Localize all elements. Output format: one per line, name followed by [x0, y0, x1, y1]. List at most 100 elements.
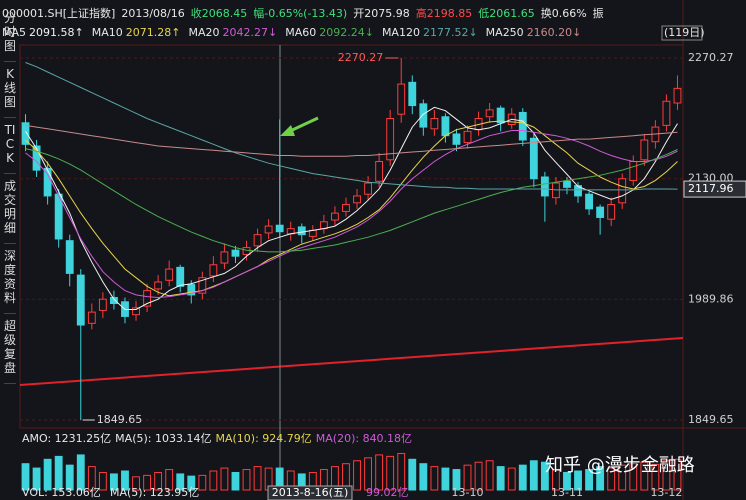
volume-bar	[673, 458, 682, 491]
legend-name: MA60	[285, 26, 316, 39]
candle-body	[419, 103, 428, 128]
volume-bar	[154, 471, 163, 491]
volume-bar	[441, 467, 450, 491]
volume-bar	[629, 463, 638, 491]
candle-body	[408, 81, 417, 107]
volume-bar	[474, 461, 483, 491]
volume-bar	[165, 469, 174, 491]
info-text: 000001.SH[上证指数]	[2, 6, 115, 20]
volume-bar	[607, 467, 616, 491]
candle-body	[452, 133, 461, 145]
ma-line	[25, 148, 678, 253]
candle-body	[330, 212, 339, 221]
volume-bar	[353, 460, 361, 491]
candle-body	[441, 116, 450, 137]
volume-bar	[121, 470, 129, 491]
candle-body	[32, 145, 41, 171]
volume-bar	[507, 467, 516, 491]
legend-value: 2091.58↑	[29, 26, 84, 39]
candle-body	[109, 296, 118, 305]
legend-name: MA120	[382, 26, 420, 39]
volume-bar	[54, 455, 63, 491]
candle-body	[485, 109, 494, 118]
info-text: AMO: 1231.25亿	[22, 432, 111, 445]
side-menu: 分时图 K线图 TICK 成交明细 深度资料 超级复盘	[0, 6, 20, 384]
candle-body	[607, 204, 616, 220]
legend-value: 2071.28↑	[126, 26, 181, 39]
candle-body	[76, 274, 85, 326]
volume-bar	[198, 474, 207, 491]
x-tick-label: 13-11	[551, 486, 583, 499]
volume-bar	[518, 464, 527, 491]
menu-item[interactable]: 深度资料	[4, 244, 16, 314]
volume-bar	[408, 458, 417, 491]
volume-bar	[496, 466, 505, 491]
x-tick-label: 13-10	[452, 486, 484, 499]
period: (119日)	[664, 26, 705, 39]
price-marker-box	[683, 180, 746, 198]
volume-bar	[220, 467, 229, 491]
info-text: 高2198.85	[416, 6, 473, 20]
candle-body	[463, 130, 472, 144]
y-tick-label: 1989.86	[688, 292, 734, 305]
menu-item[interactable]: 分时图	[4, 6, 16, 62]
info-text: MA(20): 840.18亿	[316, 432, 412, 445]
volume-bar	[242, 469, 251, 491]
candle-body	[264, 225, 273, 234]
candle-body	[518, 111, 527, 141]
menu-item[interactable]: 超级复盘	[4, 314, 16, 384]
candle-body	[496, 107, 505, 124]
candle-body	[176, 266, 185, 287]
legend-value: 2160.20↓	[527, 26, 582, 39]
volume-bar	[430, 466, 439, 491]
candle-body	[297, 226, 306, 236]
legend-value: 2092.24↓	[319, 26, 374, 39]
y-tick-label: 2270.27	[688, 51, 734, 64]
candle-body	[364, 182, 373, 195]
menu-item[interactable]: TICK	[4, 118, 16, 174]
candle-body	[375, 161, 384, 182]
legend-name: MA5	[2, 26, 26, 39]
candle-body	[220, 251, 229, 264]
menu-item[interactable]: 成交明细	[4, 174, 16, 244]
volume-bar	[21, 463, 30, 491]
candle-body	[87, 311, 96, 324]
legend-name: MA20	[188, 26, 219, 39]
candle-body	[154, 281, 163, 290]
volume-bar	[397, 452, 406, 491]
info-text: 2013/08/16	[121, 7, 184, 20]
y-tick-label: 1849.65	[688, 413, 734, 426]
menu-item[interactable]: K线图	[4, 62, 16, 118]
volume-bar	[551, 469, 560, 491]
volume-bar	[364, 457, 373, 491]
x-tick-label: 13-12	[650, 486, 682, 499]
candle-body	[585, 193, 594, 210]
candle-body	[198, 277, 207, 294]
volume-bar	[419, 463, 428, 491]
legend-value: 2177.52↓	[423, 26, 478, 39]
volume-bar	[574, 470, 582, 491]
candle-body	[673, 87, 682, 104]
volume-bar	[463, 464, 472, 491]
candle-body	[43, 167, 52, 197]
date-box	[267, 485, 353, 500]
candle-body	[386, 117, 395, 161]
ma-line	[25, 130, 678, 299]
candle-body	[629, 161, 638, 181]
volume-bar	[32, 467, 41, 491]
volume-bar	[231, 471, 240, 491]
volume-bar	[540, 461, 549, 491]
volume-bar	[485, 460, 494, 491]
volume-bar	[87, 466, 96, 491]
volume-bar	[640, 461, 649, 491]
candle-body	[253, 234, 262, 247]
ma-line	[25, 120, 678, 297]
candle-body	[563, 180, 571, 188]
period-box	[661, 25, 703, 41]
legend-name: MA10	[92, 26, 123, 39]
volume-bar	[253, 466, 262, 491]
info-text: 振	[593, 6, 604, 20]
volume-bar	[452, 469, 461, 491]
watermark: 知乎 @漫步金融路	[545, 455, 695, 476]
volume-bar	[209, 470, 218, 491]
